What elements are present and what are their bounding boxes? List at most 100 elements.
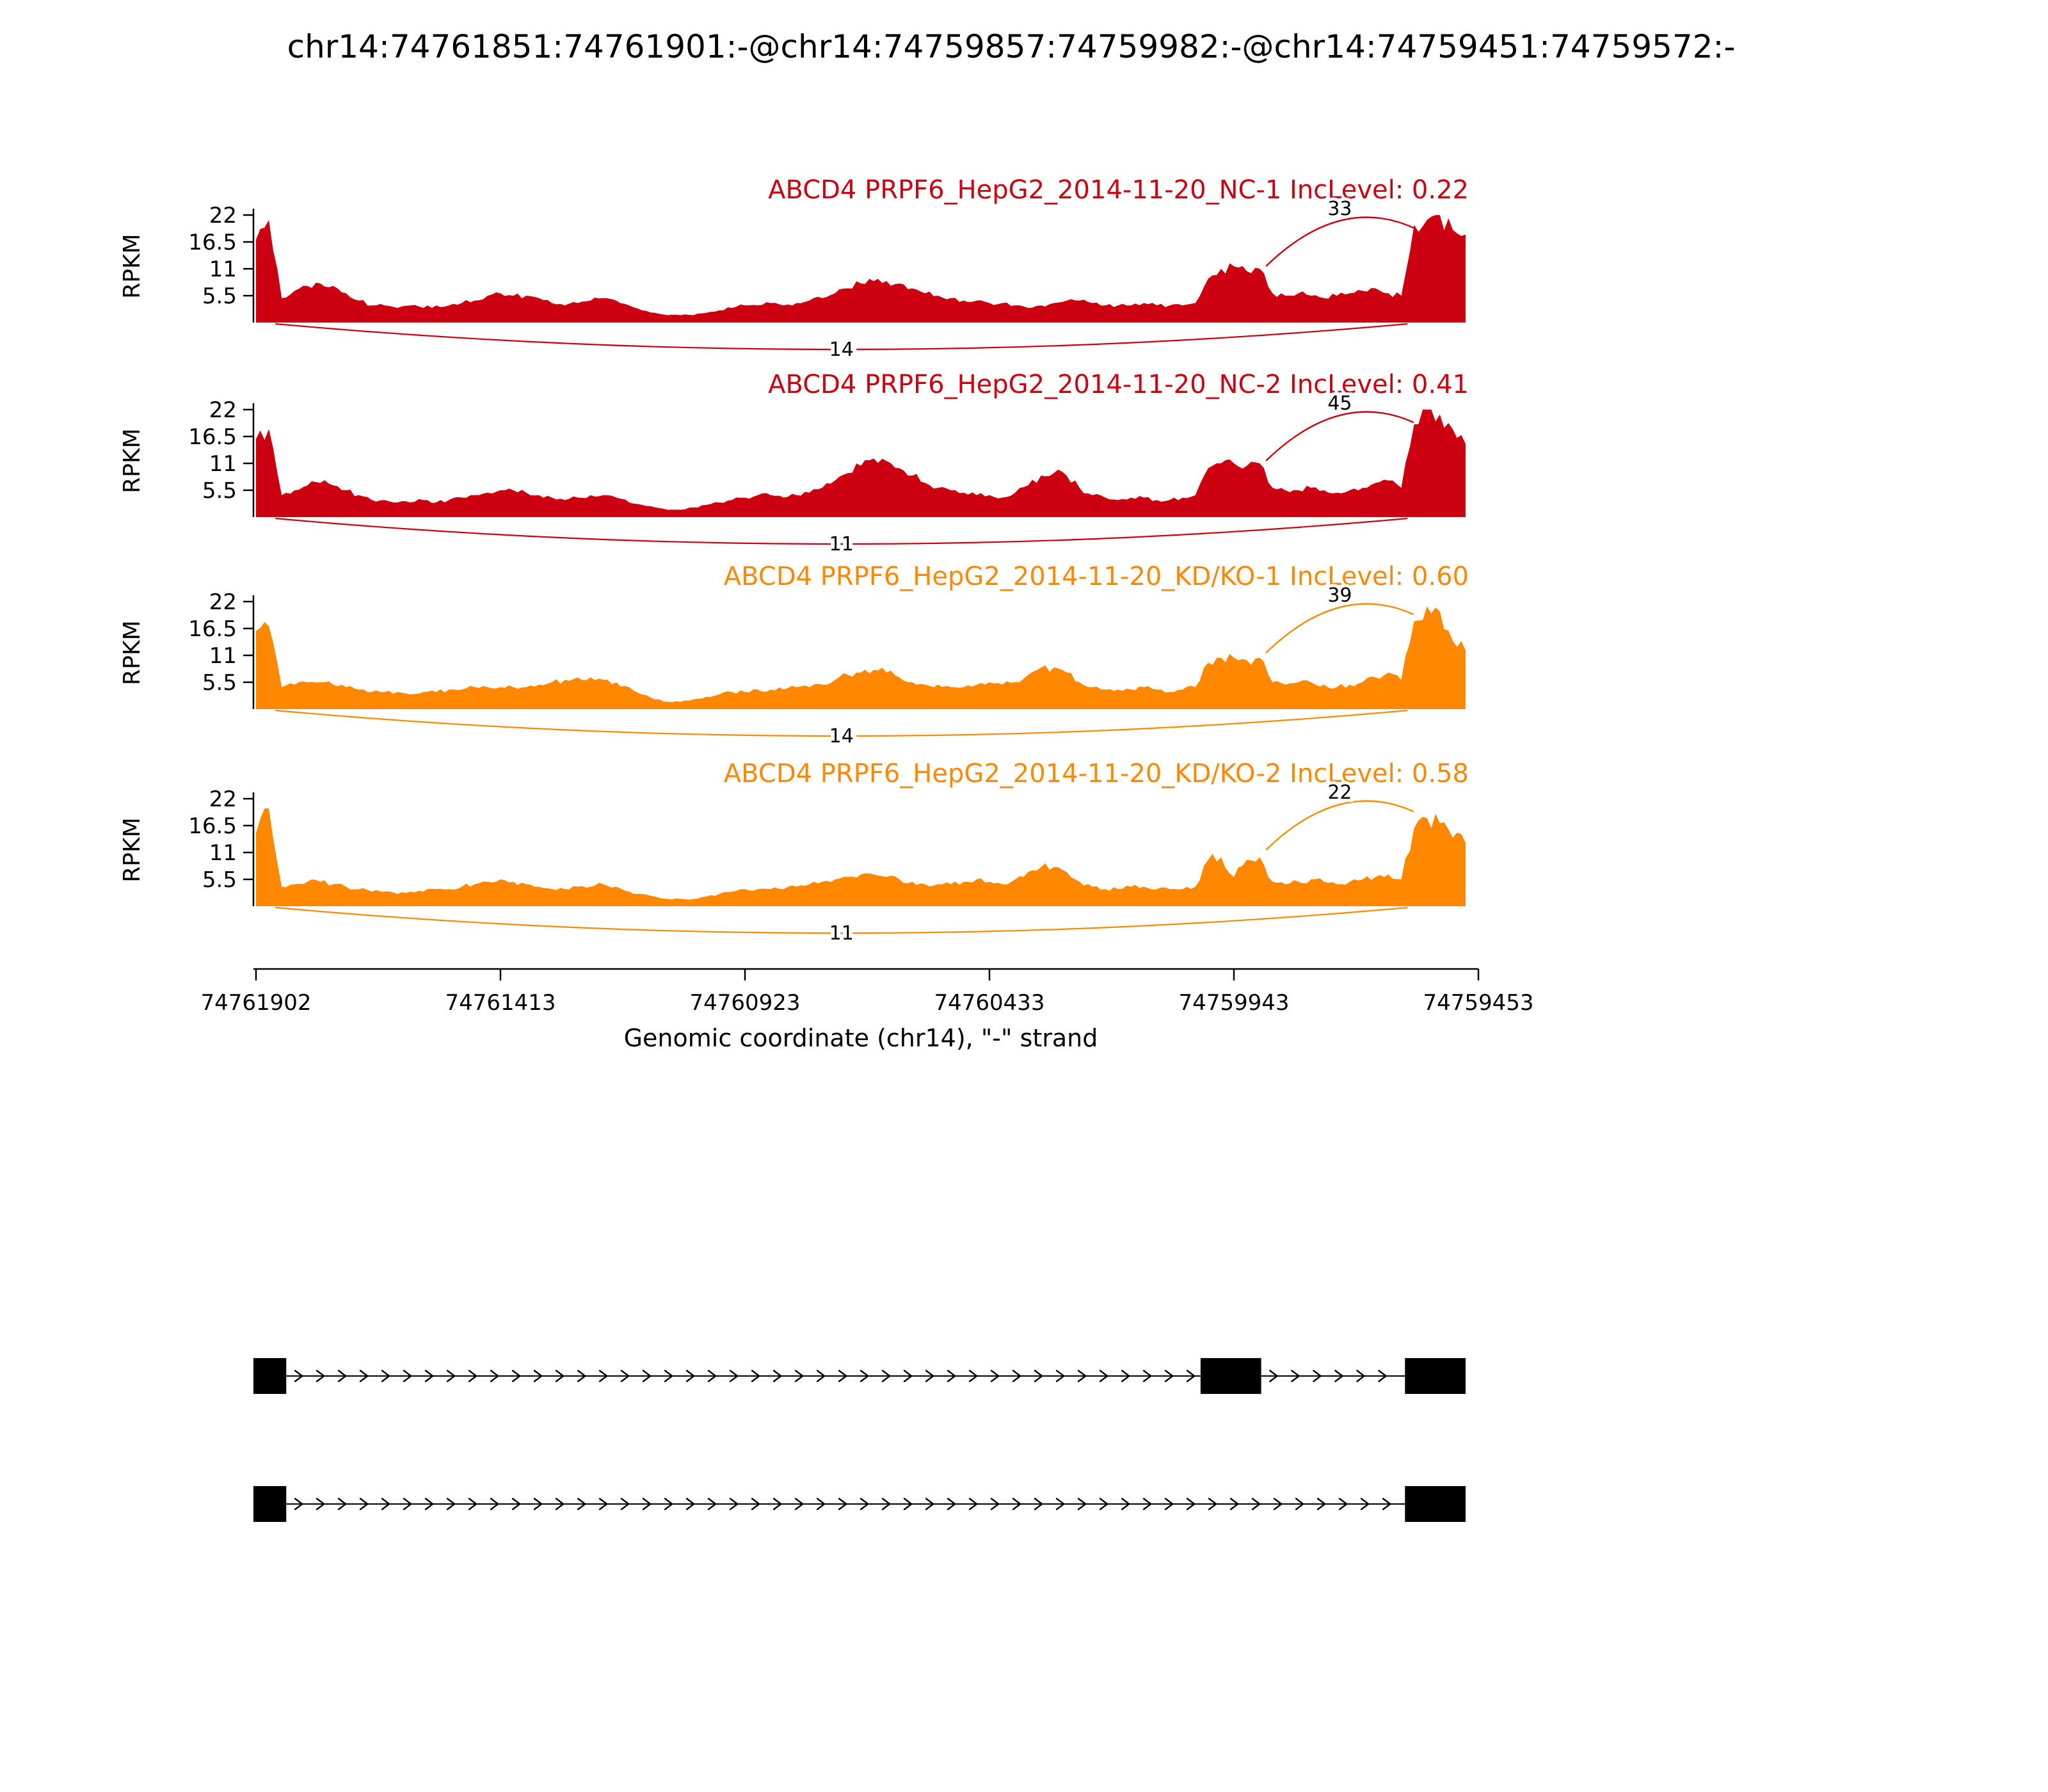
strand-arrow-icon: [642, 1370, 652, 1382]
strand-arrow-icon: [511, 1498, 522, 1510]
x-tick-label: 74760923: [689, 990, 800, 1016]
strand-arrow-icon: [642, 1498, 652, 1510]
strand-arrow-icon: [316, 1370, 326, 1382]
x-tick-label: 74760433: [934, 990, 1044, 1016]
strand-arrow-icon: [381, 1370, 391, 1382]
strand-arrow-icon: [685, 1498, 696, 1510]
junction-arc-skipping: [275, 709, 1408, 737]
y-tick-label: 5.5: [202, 478, 237, 504]
strand-arrow-icon: [1290, 1370, 1300, 1382]
strand-arrow-icon: [1382, 1498, 1392, 1510]
junction-arc-inclusion: [1265, 216, 1414, 267]
strand-arrow-icon: [1186, 1370, 1196, 1382]
strand-arrow-icon: [446, 1498, 456, 1510]
y-tick-label: 22: [209, 203, 237, 228]
x-tick-label: 74759453: [1423, 990, 1533, 1016]
strand-arrow-icon: [1273, 1498, 1283, 1510]
track-label-nc-2: ABCD4 PRPF6_HepG2_2014-11-20_NC-2 IncLev…: [768, 370, 1469, 399]
strand-arrow-icon: [598, 1498, 609, 1510]
strand-arrow-icon: [337, 1498, 348, 1510]
strand-arrow-icon: [1142, 1498, 1153, 1510]
strand-arrow-icon: [1164, 1370, 1174, 1382]
strand-arrow-icon: [555, 1498, 565, 1510]
y-tick-label: 16.5: [188, 424, 237, 450]
strand-arrow-icon: [468, 1370, 478, 1382]
y-axis-label: RPKM: [119, 817, 145, 882]
strand-arrow-icon: [881, 1498, 892, 1510]
y-tick-label: 5.5: [202, 284, 237, 309]
track-label-kdko-2: ABCD4 PRPF6_HepG2_2014-11-20_KD/KO-2 Inc…: [723, 759, 1469, 788]
y-axis-label: RPKM: [119, 620, 145, 685]
strand-arrow-icon: [816, 1370, 826, 1382]
strand-arrow-icon: [860, 1498, 870, 1510]
y-tick-label: 11: [209, 451, 237, 477]
strand-arrow-icon: [968, 1370, 979, 1382]
coverage-track-4: [256, 808, 1466, 906]
junction-arc-inclusion: [1265, 800, 1414, 851]
strand-arrow-icon: [359, 1498, 369, 1510]
strand-arrow-icon: [511, 1370, 522, 1382]
strand-arrow-icon: [1077, 1498, 1087, 1510]
strand-arrow-icon: [533, 1498, 543, 1510]
strand-arrow-icon: [751, 1370, 761, 1382]
x-tick-label: 74759943: [1178, 990, 1289, 1016]
strand-arrow-icon: [1142, 1370, 1153, 1382]
strand-arrow-icon: [316, 1498, 326, 1510]
y-tick-label: 11: [209, 643, 237, 669]
strand-arrow-icon: [881, 1370, 892, 1382]
strand-arrow-icon: [1034, 1498, 1044, 1510]
exon-box: [253, 1486, 287, 1522]
junction-arc-skipping: [275, 906, 1408, 934]
y-tick-label: 16.5: [188, 616, 237, 642]
junction-arc-skipping: [275, 517, 1408, 545]
strand-arrow-icon: [903, 1498, 913, 1510]
strand-arrow-icon: [1099, 1370, 1109, 1382]
strand-arrow-icon: [1164, 1498, 1174, 1510]
strand-arrow-icon: [1268, 1370, 1279, 1382]
y-tick-label: 11: [209, 257, 237, 282]
strand-arrow-icon: [490, 1498, 500, 1510]
strand-arrow-icon: [772, 1370, 783, 1382]
strand-arrow-icon: [620, 1498, 630, 1510]
strand-arrow-icon: [1034, 1370, 1044, 1382]
y-tick-label: 22: [209, 787, 237, 812]
strand-arrow-icon: [1012, 1498, 1022, 1510]
junction-count-skipping: 11: [829, 922, 854, 945]
junction-count-skipping: 11: [829, 533, 854, 556]
strand-arrow-icon: [903, 1370, 913, 1382]
strand-arrow-icon: [598, 1370, 609, 1382]
strand-arrow-icon: [1055, 1498, 1066, 1510]
exon-box: [1405, 1486, 1466, 1522]
y-tick-label: 16.5: [188, 230, 237, 255]
strand-arrow-icon: [359, 1370, 369, 1382]
strand-arrow-icon: [664, 1498, 674, 1510]
strand-arrow-icon: [577, 1498, 587, 1510]
strand-arrow-icon: [490, 1370, 500, 1382]
y-axis-label: RPKM: [119, 428, 145, 493]
strand-arrow-icon: [707, 1498, 717, 1510]
strand-arrow-icon: [1186, 1498, 1196, 1510]
strand-arrow-icon: [468, 1498, 478, 1510]
x-tick-label: 74761413: [445, 990, 556, 1016]
junction-arc-inclusion: [1265, 603, 1414, 653]
strand-arrow-icon: [1121, 1370, 1131, 1382]
strand-arrow-icon: [1312, 1370, 1322, 1382]
junction-count-skipping: 14: [829, 725, 854, 748]
strand-arrow-icon: [577, 1370, 587, 1382]
strand-arrow-icon: [816, 1498, 826, 1510]
strand-arrow-icon: [685, 1370, 696, 1382]
junction-count-skipping: 14: [829, 339, 854, 361]
coverage-track-3: [256, 606, 1466, 709]
track-label-nc-1: ABCD4 PRPF6_HepG2_2014-11-20_NC-1 IncLev…: [768, 175, 1469, 205]
strand-arrow-icon: [1251, 1498, 1261, 1510]
strand-arrow-icon: [838, 1370, 848, 1382]
strand-arrow-icon: [707, 1370, 717, 1382]
strand-arrow-icon: [446, 1370, 456, 1382]
strand-arrow-icon: [620, 1370, 630, 1382]
junction-count-inclusion: 39: [1327, 584, 1352, 607]
strand-arrow-icon: [424, 1370, 435, 1382]
strand-arrow-icon: [403, 1498, 413, 1510]
strand-arrow-icon: [925, 1370, 935, 1382]
strand-arrow-icon: [533, 1370, 543, 1382]
